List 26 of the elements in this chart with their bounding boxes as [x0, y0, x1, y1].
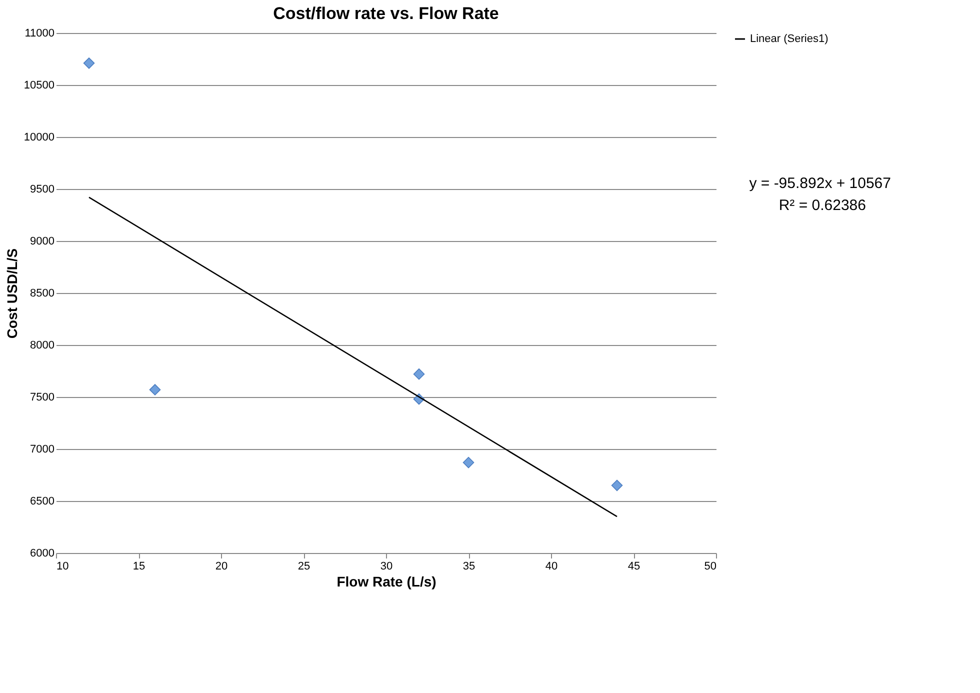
- y-tick-label: 9000: [30, 236, 54, 248]
- y-tick-label: 10500: [24, 80, 54, 92]
- x-tick-label: 35: [462, 560, 476, 572]
- text: R² = 0.62386: [778, 197, 866, 214]
- x-tick-label: 40: [545, 560, 558, 572]
- y-tick-label: 9500: [30, 184, 54, 196]
- y-tick-label: 6000: [30, 548, 54, 560]
- y-tick-label: 8000: [30, 340, 54, 352]
- x-tick-label: 25: [298, 560, 310, 572]
- y-tick-label: 7000: [30, 444, 54, 456]
- x-axis-title: Flow Rate (L/s): [336, 574, 436, 590]
- legend-label: Linear (Series1): [750, 33, 828, 45]
- y-tick-label: 7500: [30, 392, 54, 404]
- x-tick-label: 20: [215, 560, 228, 572]
- text: y = -95.892x + 10567: [749, 175, 891, 192]
- x-tick-label: 30: [380, 560, 393, 572]
- y-tick-label: 11000: [24, 28, 54, 40]
- y-tick-label: 8500: [30, 288, 54, 300]
- y-tick-label: 10000: [24, 132, 54, 144]
- x-tick-label: 45: [628, 560, 640, 572]
- y-axis-title: Cost USD/L/S: [4, 248, 20, 339]
- y-tick-label: 6500: [30, 496, 54, 508]
- x-tick-label: 15: [132, 560, 146, 572]
- x-tick-label: 50: [704, 560, 716, 572]
- chart-title: Cost/flow rate vs. Flow Rate: [273, 4, 499, 23]
- x-tick-label: 10: [56, 560, 69, 572]
